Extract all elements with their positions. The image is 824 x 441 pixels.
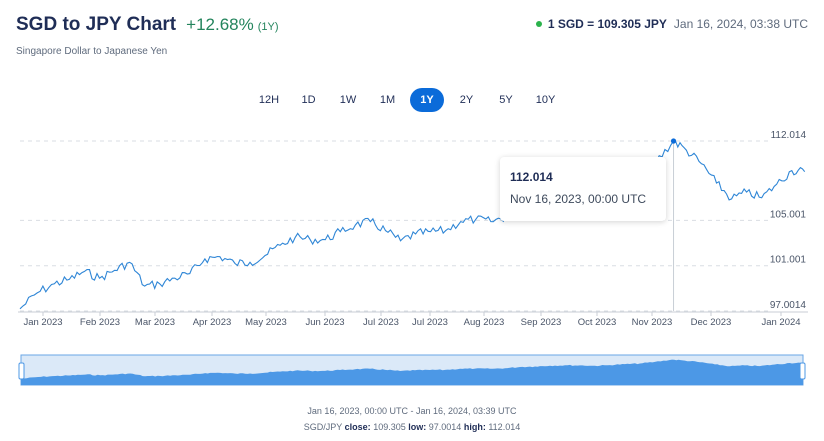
- x-tick-label: Feb 2023: [80, 317, 120, 328]
- x-tick-label: Jul 2023: [412, 317, 448, 328]
- range-tab-1y[interactable]: 1Y: [410, 88, 444, 112]
- rate-timestamp: Jan 16, 2024, 03:38 UTC: [673, 17, 808, 31]
- page-subtitle: Singapore Dollar to Japanese Yen: [16, 46, 168, 57]
- page-title: SGD to JPY Chart: [16, 14, 177, 35]
- range-tab-1d[interactable]: 1D: [301, 94, 316, 106]
- x-tick-label: Jul 2023: [363, 317, 399, 328]
- footer-high-value: 112.014: [488, 422, 521, 432]
- footer-stats: SGD/JPY close: 109.305 low: 97.0014 high…: [0, 422, 824, 432]
- x-tick-label: Mar 2023: [135, 317, 175, 328]
- y-tick-label: 101.001: [770, 255, 807, 266]
- tooltip-date: Nov 16, 2023, 00:00 UTC: [510, 192, 647, 206]
- x-tick-label: Jun 2023: [305, 317, 344, 328]
- range-tab-5y[interactable]: 5Y: [499, 94, 513, 106]
- range-tab-12h[interactable]: 12H: [258, 94, 280, 106]
- footer-range: Jan 16, 2023, 00:00 UTC - Jan 16, 2024, …: [307, 406, 517, 416]
- change-percent: +12.68%: [186, 15, 254, 34]
- x-tick-label: May 2023: [245, 317, 287, 328]
- change-period: (1Y): [257, 21, 279, 33]
- footer-high-label: high:: [463, 422, 486, 432]
- x-tick-label: Aug 2023: [464, 317, 505, 328]
- series-line: [19, 140, 806, 310]
- chart-header: SGD to JPY Chart +12.68% (1Y): [16, 14, 279, 36]
- x-tick-label: Oct 2023: [578, 317, 617, 328]
- navigator-series: [21, 359, 803, 385]
- x-tick-label: Nov 2023: [632, 317, 673, 328]
- range-tab-10y[interactable]: 10Y: [535, 94, 556, 106]
- current-rate: 1 SGD = 109.305 JPY: [547, 17, 667, 31]
- time-range-tabs: 12H 1D 1W 1M 1Y 2Y 5Y 10Y: [252, 88, 568, 112]
- chart-tooltip: 112.014 Nov 16, 2023, 00:00 UTC: [500, 157, 666, 221]
- hover-point-marker: [670, 138, 677, 144]
- x-tick-label: Jan 2023: [23, 317, 62, 328]
- footer-close-label: close:: [344, 422, 371, 432]
- x-tick-label: Apr 2023: [193, 317, 232, 328]
- y-tick-label: 112.014: [771, 130, 807, 141]
- x-tick-label: Sep 2023: [521, 317, 562, 328]
- y-tick-label: 97.0014: [770, 300, 807, 311]
- range-tab-2y[interactable]: 2Y: [459, 94, 474, 106]
- range-tab-1m[interactable]: 1M: [379, 94, 396, 106]
- navigator-left-handle[interactable]: [18, 362, 25, 380]
- x-tick-label: Jan 2024: [761, 317, 800, 328]
- footer-close-value: 109.305: [373, 422, 406, 432]
- tooltip-value: 112.014: [510, 170, 553, 184]
- live-status-dot-icon: [535, 21, 542, 27]
- footer-low-label: low:: [408, 422, 427, 432]
- navigator-right-handle[interactable]: [799, 362, 806, 380]
- y-tick-label: 105.001: [770, 209, 807, 220]
- footer-pair: SGD/JPY: [303, 422, 343, 432]
- footer-low-value: 97.0014: [428, 422, 462, 432]
- live-rate: 1 SGD = 109.305 JPY Jan 16, 2024, 03:38 …: [535, 17, 808, 31]
- x-tick-label: Dec 2023: [691, 317, 732, 328]
- range-tab-1w[interactable]: 1W: [339, 94, 357, 106]
